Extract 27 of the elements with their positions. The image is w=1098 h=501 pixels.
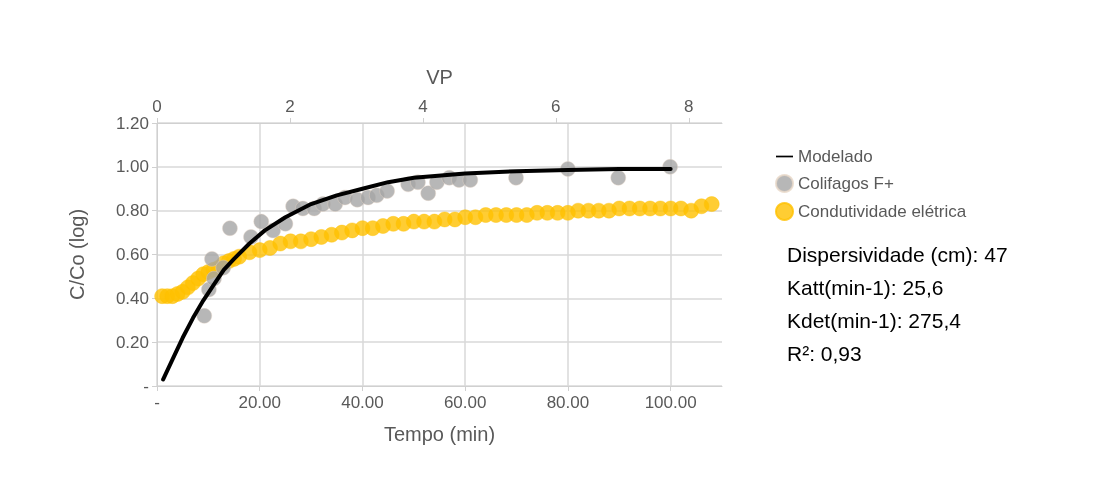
x2-tick-label: 6	[551, 97, 561, 116]
y-axis-title: C/Co (log)	[66, 208, 88, 301]
y-tick-label: 1.00	[115, 157, 149, 177]
y-tick-label: -	[143, 376, 149, 396]
x-tick-label: 80.00	[546, 393, 590, 412]
x-axis-title: Tempo (min)	[383, 423, 496, 445]
x2-axis-title: VP	[426, 66, 453, 88]
y-tick-label: 0.20	[115, 332, 149, 352]
text: Katt(min-1): 25,6	[787, 276, 944, 299]
legend-label: Colifagos F+	[798, 174, 894, 193]
text: R²: 0,93	[787, 342, 862, 365]
x-tick-label: 40.00	[341, 393, 384, 412]
y-tick-label: 0.40	[115, 288, 149, 308]
x-tick-label: 20.00	[238, 393, 281, 412]
y-tick-label: 0.80	[115, 201, 149, 221]
legend-label: Modelado	[798, 147, 873, 166]
x2-tick-label: 8	[684, 97, 694, 116]
text: Dispersividade (cm): 47	[787, 243, 1008, 266]
x-tick-label: 100.00	[644, 393, 697, 412]
y-tick-label: 1.20	[115, 113, 149, 133]
text: Kdet(min-1): 275,4	[787, 309, 962, 332]
legend-label: Condutividade elétrica	[798, 202, 967, 221]
x2-tick-label: 2	[285, 97, 295, 116]
x2-tick-label: 4	[418, 97, 428, 116]
x2-tick-label: 0	[152, 97, 162, 116]
y-tick-label: 0.60	[115, 245, 149, 264]
x-tick-label: 60.00	[443, 393, 487, 412]
